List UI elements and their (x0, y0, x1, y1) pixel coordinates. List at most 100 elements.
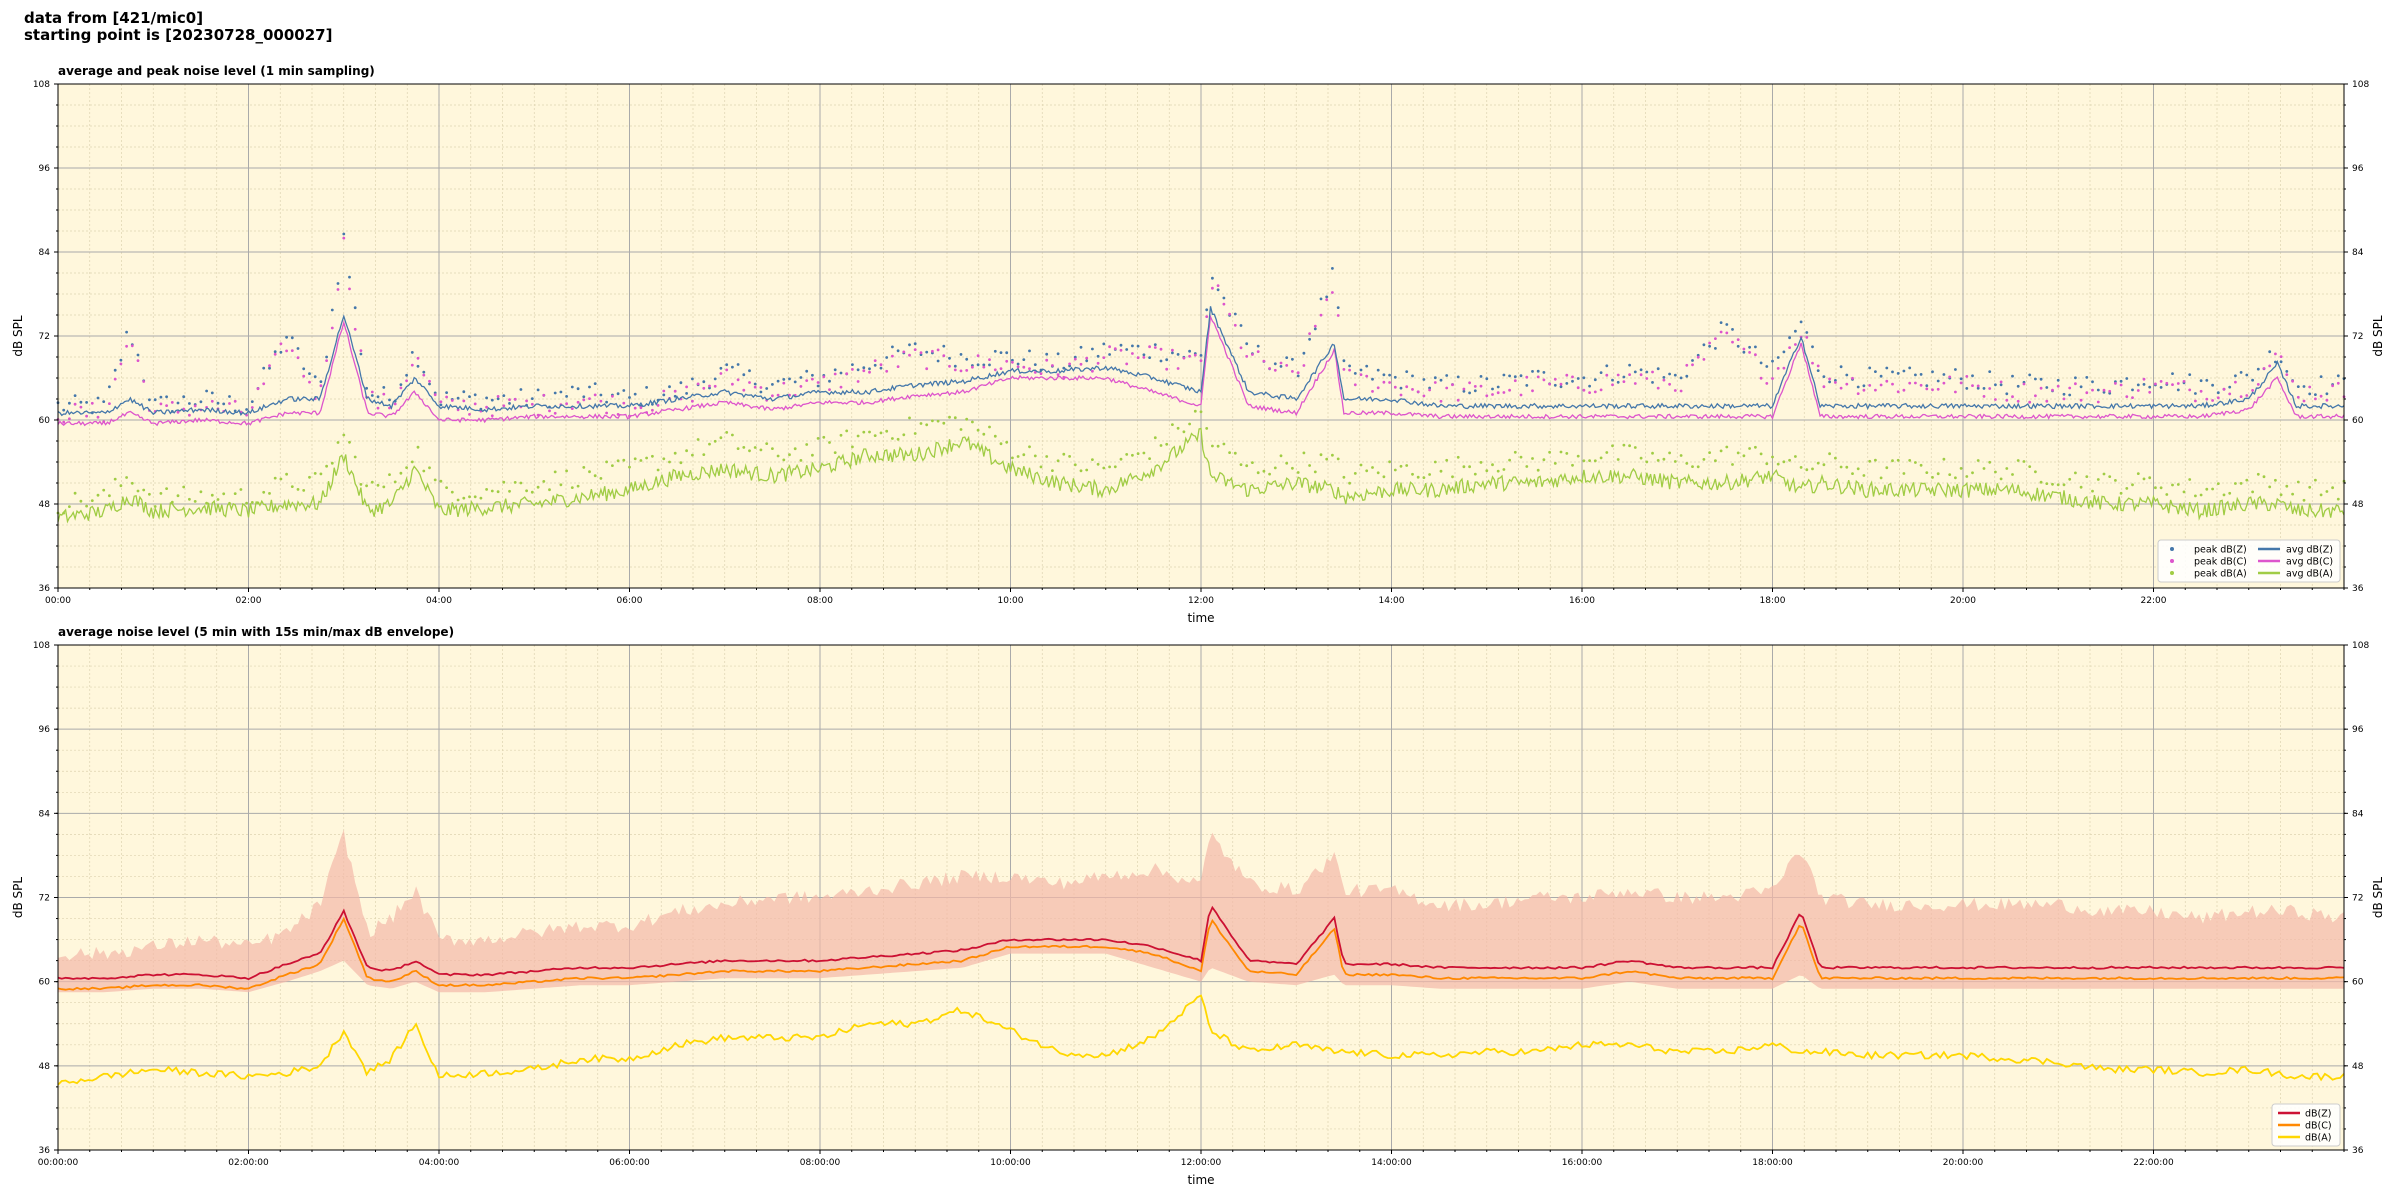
data-source-label: data from [421/mic0] (24, 9, 204, 27)
peak-c-point (1182, 356, 1186, 360)
peak-c-point (285, 349, 288, 353)
peak-z-point (553, 391, 557, 395)
peak-c-point (811, 377, 814, 381)
peak-z-point (1256, 344, 1260, 348)
peak-c-point (473, 402, 477, 406)
peak-z-point (868, 367, 871, 371)
x-axis-label: time (1187, 1173, 1214, 1187)
peak-z-point (2171, 372, 2174, 375)
peak-a-point (628, 465, 631, 469)
peak-c-point (165, 404, 169, 407)
peak-a-point (445, 486, 448, 489)
peak-c-point (1754, 353, 1757, 357)
peak-a-point (125, 476, 128, 479)
peak-a-point (2045, 482, 2049, 485)
x-tick-label: 10:00:00 (990, 1158, 1031, 1168)
peak-z-point (1496, 385, 1500, 389)
peak-a-point (2239, 482, 2243, 485)
peak-c-point (1136, 356, 1140, 360)
peak-z-point (382, 386, 386, 389)
peak-a-point (2274, 478, 2277, 482)
peak-a-point (1188, 422, 1191, 426)
peak-c-point (290, 349, 294, 352)
peak-a-point (1925, 471, 1929, 474)
peak-c-point (233, 399, 237, 403)
peak-a-point (273, 476, 277, 480)
peak-z-point (753, 382, 757, 386)
peak-a-point (313, 472, 317, 475)
peak-z-point (1639, 368, 1643, 372)
peak-z-point (1559, 385, 1563, 389)
peak-a-point (1553, 462, 1557, 465)
peak-a-point (868, 430, 871, 434)
peak-c-point (2022, 382, 2026, 386)
peak-a-point (588, 470, 591, 474)
peak-z-point (879, 366, 883, 370)
peak-a-point (919, 422, 923, 425)
peak-c-point (1788, 346, 1791, 349)
peak-c-point (959, 369, 963, 373)
peak-c-point (1222, 302, 1226, 306)
peak-z-point (1891, 370, 1894, 374)
peak-c-point (296, 356, 300, 360)
peak-z-point (502, 394, 506, 397)
peak-z-point (799, 376, 803, 379)
y-tick-label: 96 (39, 725, 51, 735)
peak-c-point (576, 400, 580, 404)
peak-a-point (799, 459, 803, 462)
peak-z-point (1176, 353, 1180, 356)
peak-c-point (1525, 375, 1529, 379)
peak-z-point (1211, 276, 1214, 280)
peak-a-point (508, 489, 511, 493)
peak-z-point (1291, 357, 1294, 361)
y-tick-label: 48 (39, 500, 51, 510)
peak-a-point (1108, 465, 1111, 469)
peak-z-point (748, 369, 751, 373)
peak-z-point (896, 349, 900, 353)
peak-z-point (1079, 345, 1083, 349)
peak-c-point (342, 236, 346, 240)
y-tick-label: 108 (33, 80, 50, 90)
peak-z-point (416, 364, 420, 368)
peak-c-point (1091, 369, 1094, 373)
peak-z-point (1662, 376, 1666, 379)
peak-a-point (1851, 472, 1854, 475)
peak-a-point (1125, 453, 1129, 456)
peak-c-point (1159, 347, 1163, 351)
peak-c-point (1279, 361, 1283, 365)
peak-c-point (673, 389, 677, 393)
peak-c-point (1342, 368, 1346, 371)
peak-a-point (1874, 458, 1877, 462)
peak-a-point (1679, 454, 1683, 457)
peak-z-point (1708, 344, 1711, 348)
peak-c-point (170, 401, 174, 404)
peak-z-point (1959, 377, 1963, 381)
peak-a-point (1771, 455, 1774, 459)
peak-c-point (228, 402, 231, 405)
peak-z-point (708, 386, 711, 390)
peak-c-point (1531, 389, 1534, 393)
peak-a-point (1714, 459, 1717, 463)
peak-z-point (1645, 370, 1649, 374)
peak-c-point (428, 379, 431, 383)
peak-z-point (216, 401, 220, 405)
peak-c-point (1302, 364, 1306, 367)
peak-z-point (399, 383, 403, 386)
avg-z-line (57, 306, 2345, 417)
peak-z-point (1982, 387, 1986, 390)
peak-c-point (2034, 394, 2037, 398)
peak-a-point (1525, 465, 1529, 468)
peak-a-point (1971, 471, 1974, 475)
peak-z-point (1845, 373, 1849, 377)
peak-a-point (2136, 472, 2140, 475)
peak-a-point (1393, 468, 1397, 472)
peak-a-point (2022, 460, 2026, 463)
peak-z-point (2176, 388, 2180, 392)
peak-z-point (108, 385, 111, 389)
peak-z-point (325, 355, 328, 359)
peak-z-point (1754, 345, 1757, 349)
peak-z-point (2074, 376, 2077, 380)
peak-z-point (1822, 375, 1826, 378)
peak-a-point (2165, 493, 2169, 496)
